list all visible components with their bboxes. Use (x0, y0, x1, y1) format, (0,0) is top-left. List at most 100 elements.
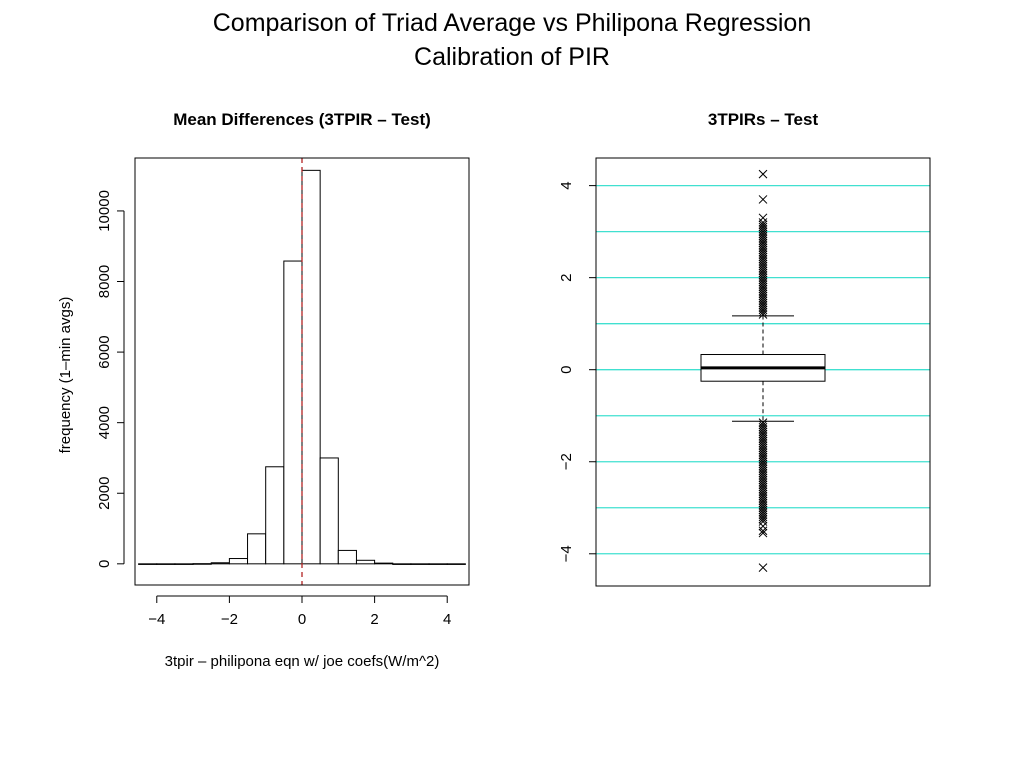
boxplot-outlier-high-42 (758, 195, 768, 204)
boxplot-outlier-high-1 (758, 307, 768, 317)
boxplot-outlier-low-41 (758, 512, 768, 522)
boxplot-outlier-low-10-stroke-b (758, 441, 768, 450)
boxplot-outlier-high-14-stroke-b (758, 277, 768, 287)
boxplot-outlier-low-31-stroke-b (758, 489, 768, 499)
histogram-bar-10 (319, 457, 339, 565)
boxplot-outlier-high-26 (758, 250, 768, 259)
boxplot-outlier-low-29 (758, 485, 768, 494)
histogram-bar-17 (446, 563, 466, 565)
boxplot-outlier-high-8 (758, 291, 768, 301)
boxplot-outlier-low-31 (758, 489, 768, 499)
boxplot-outlier-low-5 (758, 429, 768, 439)
boxplot-outlier-high-35-stroke-b (758, 229, 768, 239)
histogram-bars (138, 169, 466, 565)
boxplot-outlier-low-19-stroke-b (758, 461, 768, 471)
boxplot-outlier-low-28-stroke-b (758, 482, 768, 492)
boxplot-outlier-low-22-stroke-b (758, 468, 768, 478)
boxplot-outlier-low-6 (758, 432, 768, 441)
boxplot-outlier-low-37 (758, 503, 768, 513)
boxplot-outlier-low-41-stroke-b (758, 512, 768, 522)
boxplot-body (700, 315, 826, 422)
boxplot-outlier-low-15-stroke-b (758, 452, 768, 462)
boxplot-outlier-high-15 (758, 275, 768, 285)
histogram-x-tick-label-4: 4 (443, 611, 451, 628)
boxplot-outlier-low-5-stroke-b (758, 429, 768, 439)
boxplot-outliers (758, 169, 768, 572)
boxplot-outlier-low-11-stroke-b (758, 443, 768, 453)
boxplot-y-tick-label-1: −2 (558, 453, 575, 470)
boxplot-outlier-low-44-stroke-b (758, 521, 768, 531)
histogram-bar-16 (428, 563, 448, 565)
boxplot-outlier-high-36-stroke-b (758, 227, 768, 236)
boxplot-outlier-low-45-stroke-b (758, 526, 768, 536)
boxplot-outlier-low-14 (758, 450, 768, 460)
boxplot-outlier-low-13-stroke-b (758, 448, 768, 457)
boxplot-outlier-low-32-stroke-b (758, 491, 768, 501)
boxplot-outlier-high-39 (758, 220, 768, 230)
histogram-x-tick-label-3: 2 (370, 611, 378, 628)
boxplot-outlier-low-20-stroke-b (758, 464, 768, 473)
boxplot-outlier-low-29-stroke-b (758, 485, 768, 494)
boxplot-outlier-low-8-stroke-b (758, 436, 768, 446)
boxplot-outlier-low-0 (758, 418, 768, 427)
histogram-title: Mean Differences (3TPIR – Test) (173, 110, 431, 129)
boxplot-outlier-high-5 (758, 298, 768, 308)
histogram-bar-8 (283, 260, 303, 565)
boxplot-outlier-low-17-stroke-b (758, 457, 768, 467)
histogram-x-axis: −4 −2 0 2 4 (148, 595, 451, 628)
boxplot-outlier-high-39-stroke-b (758, 220, 768, 230)
boxplot-outlier-high-9-stroke-b (758, 289, 768, 299)
histogram-frame (134, 157, 470, 586)
boxplot-outlier-high-24 (758, 254, 768, 264)
boxplot-outlier-low-8 (758, 436, 768, 446)
boxplot-y-tick-label-4: 4 (558, 181, 575, 189)
boxplot-outlier-low-2 (758, 422, 768, 432)
boxplot-outlier-high-36 (758, 227, 768, 236)
boxplot-outlier-high-30 (758, 241, 768, 250)
boxplot-outlier-high-7 (758, 294, 768, 303)
boxplot-outlier-high-38-stroke-b (758, 222, 768, 232)
histogram-y-axis: 0 2000 4000 6000 8000 10000 (96, 190, 125, 568)
histogram-bar-1 (156, 563, 176, 565)
boxplot-outlier-low-34-stroke-b (758, 496, 768, 506)
boxplot-outlier-low-47-stroke-b (758, 563, 768, 572)
boxplot-y-tick-label-2: 0 (558, 366, 575, 374)
slide-title: Comparison of Triad Average vs Philipona… (0, 6, 1024, 74)
boxplot-outlier-low-36-stroke-b (758, 501, 768, 510)
boxplot-outlier-low-24 (758, 473, 768, 483)
boxplot-outlier-low-10 (758, 441, 768, 450)
boxplot-outlier-low-37-stroke-b (758, 503, 768, 513)
boxplot-outlier-high-37 (758, 224, 768, 234)
boxplot-outlier-low-38-stroke-b (758, 505, 768, 515)
boxplot-outlier-high-9 (758, 289, 768, 299)
boxplot-outlier-high-27-stroke-b (758, 247, 768, 257)
boxplot-outlier-high-16 (758, 273, 768, 283)
boxplot-outlier-low-14-stroke-b (758, 450, 768, 460)
boxplot-outlier-low-40-stroke-b (758, 510, 768, 520)
boxplot-outlier-high-43 (758, 169, 768, 179)
boxplot-outlier-low-20 (758, 464, 768, 473)
boxplot-outlier-high-17 (758, 271, 768, 280)
boxplot-outlier-high-22 (758, 259, 768, 269)
histogram-bar-15 (410, 563, 430, 565)
boxplot-outlier-high-11-stroke-b (758, 284, 768, 294)
boxplot-outlier-high-6-stroke-b (758, 296, 768, 306)
slide-title-line-1: Comparison of Triad Average vs Philipona… (212, 9, 812, 37)
boxplot-outlier-high-40-stroke-b (758, 218, 768, 227)
boxplot-outlier-low-21-stroke-b (758, 466, 768, 476)
boxplot-outlier-high-28 (758, 245, 768, 255)
boxplot-outlier-high-22-stroke-b (758, 259, 768, 269)
boxplot-outlier-high-17-stroke-b (758, 271, 768, 280)
boxplot-outlier-high-3 (758, 303, 768, 312)
boxplot-outlier-low-1-stroke-b (758, 420, 768, 430)
boxplot-outlier-low-27-stroke-b (758, 480, 768, 490)
boxplot-outlier-low-22 (758, 468, 768, 478)
boxplot-outlier-high-19 (758, 266, 768, 276)
boxplot-outlier-low-25-stroke-b (758, 475, 768, 485)
boxplot-outlier-high-23-stroke-b (758, 257, 768, 266)
boxplot-outlier-low-7-stroke-b (758, 434, 768, 444)
histogram-y-tick-label-5: 10000 (96, 190, 113, 232)
boxplot-outlier-low-35 (758, 498, 768, 508)
boxplot-outlier-high-38 (758, 222, 768, 232)
